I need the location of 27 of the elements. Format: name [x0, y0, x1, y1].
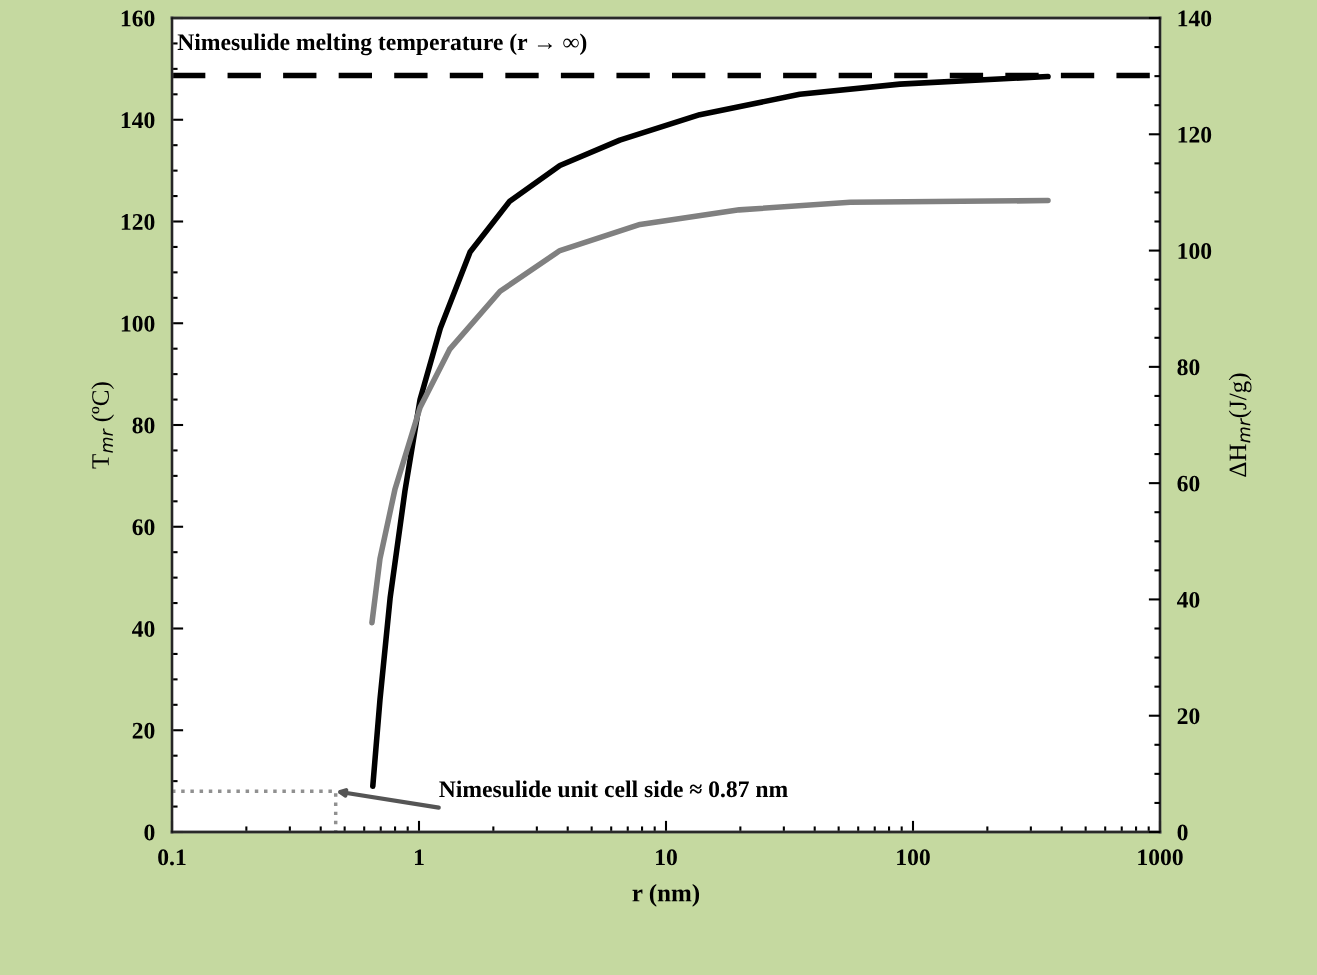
- x-tick-label: 0.1: [158, 849, 186, 866]
- y2-axis-title: ΔH$_{mr}$(J/g): [1228, 373, 1252, 477]
- x-tick-label: 100: [897, 849, 930, 866]
- y-tick-label: 140: [121, 112, 155, 129]
- y-tick-label: 100: [121, 315, 155, 332]
- y-tick-label: 120: [121, 213, 155, 230]
- y2-tick-label: 40: [1176, 591, 1200, 608]
- x-tick-label: 1: [414, 849, 424, 866]
- x-tick-label: 1000: [1138, 849, 1183, 866]
- y2-tick-label: 20: [1177, 708, 1200, 725]
- y-tick-label: 40: [132, 620, 155, 637]
- y-tick-label: 20: [132, 722, 155, 739]
- y-axis-title: T$_{mr}$ (ºC): [91, 382, 115, 469]
- y-tick-label: 0: [144, 824, 155, 841]
- y2-tick-label: 0: [1177, 824, 1188, 841]
- y-tick-label: 80: [132, 417, 155, 434]
- y-tick-label: 160: [121, 10, 155, 27]
- y2-tick-label: 140: [1178, 10, 1212, 27]
- y2-tick-label: 60: [1177, 475, 1200, 492]
- ref-line-label: Nimesulide melting temperature (r → ∞): [177, 33, 587, 56]
- x-tick-label: 10: [656, 849, 677, 866]
- x-axis-title: r (nm): [632, 883, 700, 907]
- y-tick-label: 60: [132, 519, 155, 536]
- y2-tick-label: 100: [1178, 243, 1212, 259]
- y2-tick-label: 120: [1178, 126, 1212, 143]
- annotation: Nimesulide unit cell side ≈ 0.87 nm: [439, 780, 788, 798]
- y2-tick-label: 80: [1177, 359, 1200, 376]
